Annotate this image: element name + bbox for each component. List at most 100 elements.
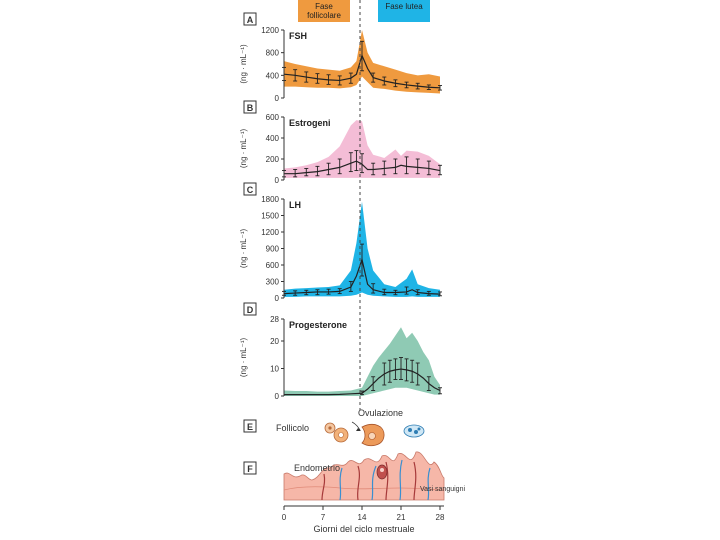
progesterone-error-bar: [438, 387, 442, 395]
lh-chart: C 0 300 600 900 1200 1500 1800 (ng · mL⁻¹) LH: [239, 182, 442, 303]
ovulation-label: Ovulazione: [358, 408, 403, 418]
lh-error-bar: [337, 288, 342, 295]
estrogeni-error-bar: [293, 169, 298, 178]
x-tick-label: 14: [358, 513, 367, 522]
fsh-y-tick-label: 1200: [261, 26, 279, 35]
endometrium-label: Endometrio: [294, 463, 340, 473]
estrogeni-y-tick-label: 600: [266, 113, 280, 122]
vessels-label: Vasi sanguigni: [420, 486, 465, 493]
lh-y-tick-label: 1500: [261, 212, 279, 221]
lh-y-axis-label: (ng · mL⁻¹): [239, 229, 248, 269]
fsh-error-bar: [404, 81, 409, 89]
estrogeni-error-bar: [348, 152, 353, 173]
section-f-letter: F: [247, 464, 253, 474]
lh-error-bar: [360, 243, 364, 277]
follicle-stage-1-icon: [324, 422, 336, 434]
lh-error-bar: [404, 286, 409, 295]
progesterone-y-axis-label: (ng · mL⁻¹): [239, 338, 248, 378]
x-tick-label: 28: [436, 513, 445, 522]
lh-error-bar: [304, 289, 309, 296]
estrogeni-error-bar: [315, 165, 320, 177]
estrogeni-error-bar: [304, 167, 309, 177]
progesterone-chart: D 0 10 20 28 (ng · mL⁻¹) Progesterone: [239, 302, 442, 401]
estrogeni-y-axis-label: (ng · mL⁻¹): [239, 129, 248, 169]
progesterone-range-area: [284, 327, 440, 396]
fsh-y-tick-label: 400: [266, 71, 280, 80]
estrogeni-error-bar: [382, 160, 387, 176]
lh-y-tick-label: 300: [266, 278, 280, 287]
x-tick-label: 21: [397, 513, 406, 522]
fsh-chart: A 0 400 800 1200 (ng · mL⁻¹) FSH: [239, 12, 442, 103]
lh-y-tick-label: 1200: [261, 228, 279, 237]
estrogeni-error-bar: [354, 150, 359, 172]
ovulating-follicle-icon: [351, 421, 385, 447]
x-tick-label: 7: [321, 513, 326, 522]
estrogeni-error-bar: [438, 164, 442, 176]
fsh-error-bar: [293, 69, 298, 82]
lh-letter: C: [247, 185, 254, 195]
progesterone-error-bar: [360, 390, 364, 396]
fsh-y-tick-label: 0: [275, 94, 280, 103]
progesterone-error-bar: [393, 358, 398, 380]
progesterone-error-bar: [410, 359, 415, 383]
progesterone-y-tick-label: 10: [270, 365, 279, 374]
x-axis: 0 7 14 21 28: [282, 505, 445, 522]
section-e: E Follicolo Ovulazione: [243, 408, 425, 447]
estrogeni-error-bar: [415, 158, 420, 175]
lh-error-bar: [371, 283, 376, 294]
fsh-letter-box: [243, 12, 257, 26]
lh-error-bar: [293, 290, 298, 296]
estrogeni-y-tick-label: 200: [266, 155, 280, 164]
lh-error-bar: [315, 289, 320, 296]
fsh-error-bar: [360, 40, 364, 72]
progesterone-error-bar: [371, 376, 376, 391]
x-axis-label: Giorni del ciclo mestruale: [313, 524, 414, 534]
fsh-error-bar: [382, 76, 387, 86]
follicle-stage-2-icon: [333, 427, 349, 443]
progesterone-error-bar: [404, 358, 409, 382]
fsh-y-tick-label: 800: [266, 49, 280, 58]
estrogeni-error-bar: [371, 162, 376, 176]
follicular-phase-label: Fase follicolare: [307, 2, 341, 20]
section-e-letter-box: [243, 419, 257, 433]
estrogeni-error-bar: [337, 158, 342, 175]
follicular-phase-box: Fase follicolare: [298, 0, 350, 22]
estrogeni-range-area: [284, 120, 440, 178]
fsh-error-bar: [371, 72, 376, 83]
lh-error-bar: [415, 289, 420, 296]
section-e-letter: E: [247, 422, 253, 432]
fsh-error-bar: [315, 73, 320, 84]
progesterone-title: Progesterone: [289, 320, 347, 330]
fsh-title: FSH: [289, 31, 307, 41]
estrogeni-error-bar: [360, 153, 364, 174]
lh-title: LH: [289, 200, 301, 210]
estrogeni-error-bar: [426, 160, 431, 176]
section-f-letter-box: [243, 461, 257, 475]
estrogeni-y-tick-label: 400: [266, 134, 280, 143]
progesterone-error-bar: [387, 359, 392, 383]
estrogeni-y-tick-label: 0: [275, 176, 280, 185]
lh-error-bar: [438, 291, 442, 297]
lh-letter-box: [243, 182, 257, 196]
progesterone-y-tick-label: 0: [275, 392, 280, 401]
fsh-error-bar: [393, 79, 398, 88]
estrogeni-chart: B 0 200 400 600 (ng · mL⁻¹) Estrogeni: [239, 100, 442, 185]
lh-error-bar: [326, 288, 331, 295]
fsh-letter: A: [247, 15, 254, 25]
progesterone-letter: D: [247, 305, 254, 315]
implanting-embryo-icon: [376, 464, 388, 480]
progesterone-letter-box: [243, 302, 257, 316]
luteal-phase-label: Fase lutea: [385, 2, 423, 11]
fsh-error-bar: [348, 72, 353, 84]
estrogeni-letter: B: [247, 103, 254, 113]
lh-error-bar: [382, 288, 387, 296]
lh-y-tick-label: 900: [266, 245, 280, 254]
fsh-error-bar: [337, 75, 342, 86]
estrogeni-error-bar: [326, 162, 331, 176]
fsh-error-bar: [304, 71, 309, 83]
progesterone-mean-line: [284, 368, 441, 396]
fsh-error-bar: [438, 85, 442, 91]
progesterone-y-tick-label: 20: [270, 337, 279, 346]
